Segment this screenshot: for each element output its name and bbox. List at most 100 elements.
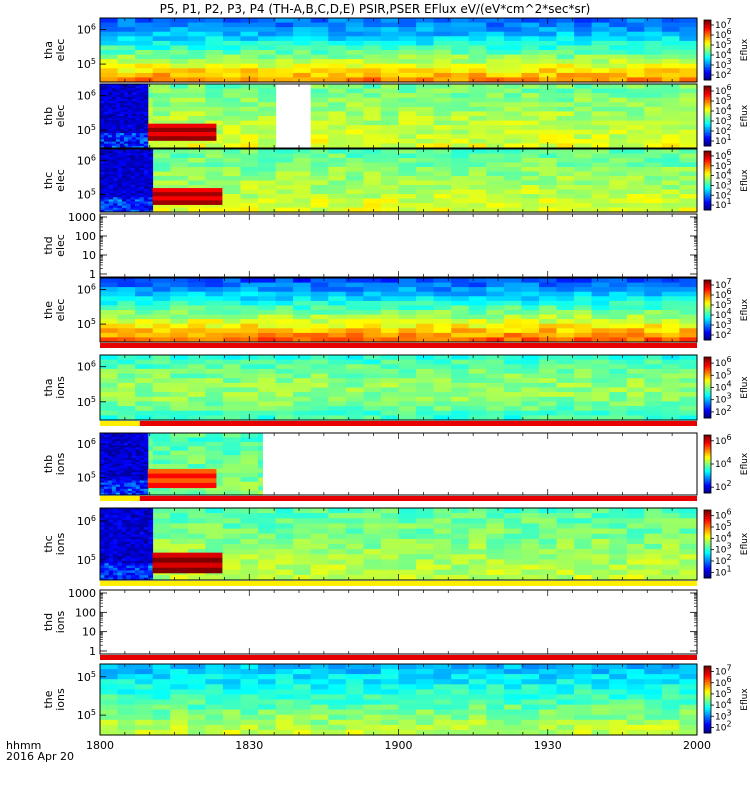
heatmap-cell bbox=[574, 125, 593, 131]
heatmap-cell bbox=[275, 564, 294, 571]
heatmap-cell bbox=[363, 392, 382, 398]
heatmap-cell bbox=[451, 382, 470, 389]
heatmap-cell bbox=[345, 171, 364, 177]
heatmap-cell bbox=[310, 143, 329, 149]
heatmap-cell bbox=[126, 527, 132, 531]
heatmap-cell bbox=[328, 167, 347, 173]
heatmap-cell bbox=[240, 111, 259, 117]
heatmap-cell bbox=[187, 437, 206, 443]
heatmap-cell bbox=[240, 538, 259, 545]
colorbar-segment bbox=[704, 38, 711, 40]
heatmap-cell bbox=[556, 282, 575, 288]
heatmap-cell bbox=[205, 40, 224, 47]
heatmap-cell bbox=[108, 111, 113, 115]
heatmap-cell bbox=[152, 679, 171, 685]
heatmap-cell bbox=[119, 84, 125, 87]
heatmap-cell bbox=[433, 203, 452, 209]
colorbar-segment bbox=[704, 47, 711, 49]
heatmap-cell bbox=[143, 447, 149, 451]
heatmap-cell bbox=[100, 278, 119, 284]
heatmap-cell bbox=[416, 40, 435, 47]
heatmap-cell bbox=[416, 162, 435, 168]
heatmap-cell bbox=[310, 378, 329, 384]
heatmap-cell bbox=[398, 207, 417, 213]
heatmap-cell bbox=[100, 209, 105, 213]
heatmap-cell bbox=[100, 484, 105, 488]
colorbar-segment bbox=[704, 305, 711, 308]
heatmap-cell bbox=[661, 538, 681, 545]
heatmap-cell bbox=[104, 435, 109, 438]
heatmap-cell bbox=[644, 93, 663, 99]
colorbar-segment bbox=[704, 184, 711, 187]
heatmap-cell bbox=[104, 128, 109, 132]
heatmap-cell bbox=[117, 568, 123, 571]
heatmap-cell bbox=[152, 27, 171, 33]
heatmap-cell bbox=[108, 527, 114, 531]
heatmap-cell bbox=[222, 54, 242, 60]
heatmap-cell bbox=[126, 149, 132, 152]
colorbar-segment bbox=[704, 117, 711, 120]
heatmap-cell bbox=[131, 439, 137, 442]
colorbar-tick-label: 102 bbox=[715, 553, 732, 567]
heatmap-cell bbox=[293, 171, 312, 177]
heatmap-cell bbox=[609, 198, 628, 204]
heatmap-cell bbox=[187, 93, 206, 99]
heatmap-cell bbox=[139, 470, 145, 473]
heatmap-cell bbox=[574, 328, 593, 334]
heatmap-cell bbox=[451, 544, 470, 550]
heatmap-cell bbox=[135, 141, 141, 145]
heatmap-cell bbox=[574, 332, 593, 339]
heatmap-cell bbox=[503, 203, 523, 209]
heatmap-cell bbox=[451, 22, 470, 28]
colorbar-segment bbox=[704, 87, 711, 90]
heatmap-cell bbox=[591, 296, 610, 302]
heatmap-cell bbox=[451, 528, 470, 535]
heatmap-cell bbox=[468, 538, 487, 545]
heatmap-cell bbox=[275, 719, 294, 726]
heatmap-cell bbox=[187, 368, 206, 375]
heatmap-cell bbox=[574, 138, 593, 145]
heatmap-cell bbox=[328, 63, 347, 69]
heatmap-cell bbox=[135, 492, 141, 496]
heatmap-cell bbox=[345, 282, 364, 288]
heatmap-cell bbox=[679, 185, 698, 191]
heatmap-cell bbox=[205, 314, 224, 320]
heatmap-cell bbox=[148, 546, 154, 550]
heatmap-cell bbox=[170, 36, 189, 42]
heatmap-cell bbox=[486, 319, 505, 325]
heatmap-cell bbox=[644, 549, 663, 555]
heatmap-cell bbox=[117, 553, 123, 557]
heatmap-cell bbox=[310, 176, 329, 182]
heatmap-cell bbox=[398, 300, 417, 307]
heatmap-cell bbox=[108, 163, 114, 167]
heatmap-cell bbox=[100, 449, 105, 453]
heatmap-cell bbox=[130, 532, 136, 535]
colorbar-segment bbox=[704, 549, 711, 552]
heatmap-cell bbox=[328, 97, 347, 103]
heatmap-cell bbox=[170, 120, 189, 126]
heatmap-cell bbox=[117, 159, 123, 163]
heatmap-cell bbox=[108, 435, 113, 438]
heatmap-cell bbox=[363, 77, 382, 83]
heatmap-cell bbox=[139, 447, 145, 451]
heatmap-cell bbox=[111, 466, 117, 469]
heatmap-cell bbox=[275, 415, 294, 421]
heatmap-cell bbox=[539, 533, 558, 540]
heatmap-cell bbox=[143, 451, 149, 455]
heatmap-cell bbox=[104, 103, 109, 106]
heatmap-cell bbox=[100, 572, 105, 576]
heatmap-cell bbox=[591, 153, 610, 159]
heatmap-cell bbox=[521, 401, 540, 407]
heatmap-cell bbox=[135, 490, 141, 494]
heatmap-cell bbox=[416, 538, 435, 545]
heatmap-cell bbox=[661, 373, 681, 379]
heatmap-cell bbox=[398, 176, 417, 182]
heatmap-cell bbox=[135, 188, 140, 192]
heatmap-cell bbox=[222, 207, 242, 213]
heatmap-cell bbox=[100, 300, 119, 307]
heatmap-cell bbox=[170, 446, 189, 452]
heatmap-cell bbox=[345, 523, 364, 530]
heatmap-cell bbox=[117, 167, 123, 171]
heatmap-cell bbox=[113, 205, 118, 209]
heatmap-cell bbox=[486, 378, 505, 384]
